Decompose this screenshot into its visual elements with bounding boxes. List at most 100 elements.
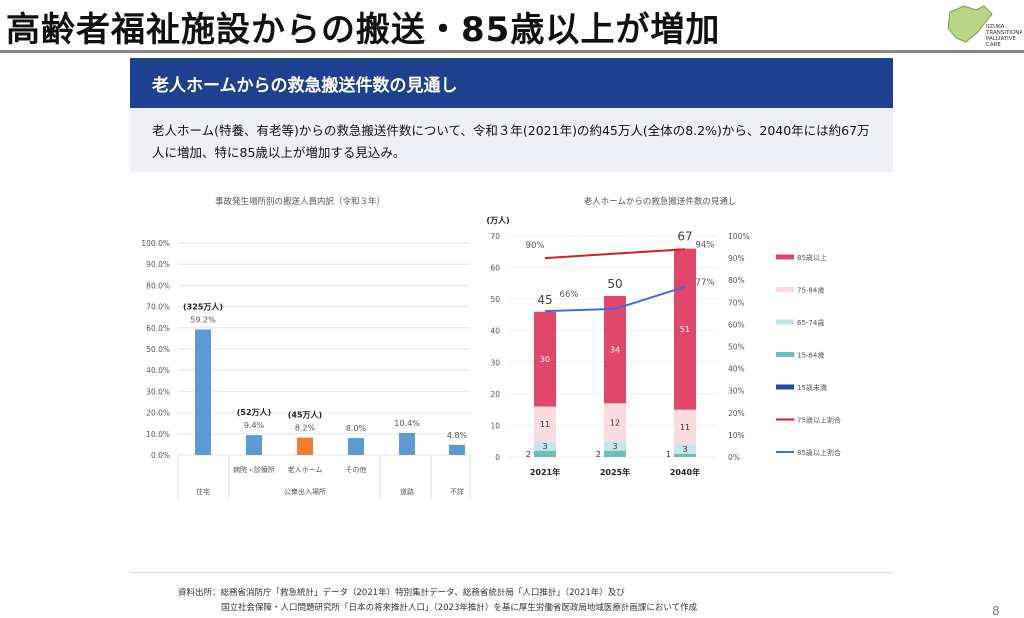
segment-label: 3 (542, 442, 547, 451)
line-value-label: 66% (560, 290, 579, 300)
line-75歳以上割合 (544, 248, 686, 260)
bar-segment-15-64歳 (674, 453, 696, 457)
y-tick-label: 50 (490, 295, 500, 304)
bar-道路 (399, 432, 415, 455)
y-tick-label: 20 (490, 390, 500, 399)
legend-swatch (776, 451, 794, 453)
segment-label: 12 (610, 418, 620, 427)
segment-label: 11 (680, 423, 690, 432)
bar-value-label: 59.2% (190, 315, 216, 324)
total-label: 45 (537, 293, 552, 307)
bar-value-label: 8.0% (346, 424, 367, 433)
bar-老人ホーム (297, 437, 313, 455)
y-tick-label: 40 (490, 327, 500, 336)
line-value-label: 77% (696, 278, 715, 288)
y-tick-label: 80.0% (146, 281, 170, 290)
x-category-label: 老人ホーム (288, 465, 323, 474)
bar-segment-85歳以上 (534, 311, 556, 407)
legend-label: 65-74歳 (797, 318, 824, 327)
x-category-label: 2040年 (670, 467, 700, 477)
segment-label: 3 (682, 445, 687, 454)
bar-segment-75-84歳 (604, 403, 626, 442)
y2-tick-label: 40% (728, 365, 745, 374)
y-tick-label: 20.0% (146, 409, 170, 418)
x-category-label: 2021年 (530, 467, 560, 477)
legend-label: 85歳以上 (797, 253, 827, 262)
charts: 事故発生場所別の搬送人員内訳（令和３年） 0.0% 10.0% 20.0% 30.0% 4… (141, 196, 841, 500)
bar-住宅 (195, 329, 211, 455)
legend-label: 85歳以上割合 (797, 448, 841, 457)
y2-tick-label: 80% (728, 276, 745, 285)
y-tick-label: 30.0% (146, 387, 170, 396)
legend-swatch (776, 287, 794, 292)
source-note: 資料出所：総務省消防庁「救急統計」データ（2021年）特別集計データ、総務省統計… (178, 586, 697, 616)
y2-tick-label: 10% (728, 431, 745, 440)
legend-swatch (776, 352, 794, 357)
line-85歳以上割合 (544, 285, 686, 313)
y-tick-label: 50.0% (146, 345, 170, 354)
bar-segment-15-64歳 (534, 450, 556, 457)
segment-label: 11 (540, 420, 550, 429)
line-value-label: 90% (526, 241, 545, 251)
x-group-label: 道路 (400, 487, 414, 496)
segment-label: 51 (680, 325, 690, 334)
y-tick-label: 30 (490, 358, 500, 367)
bar-segment-15-64歳 (604, 450, 626, 457)
bottom-divider (130, 572, 893, 573)
bar-value-label: 8.2% (295, 424, 316, 433)
x-group-label: 公衆出入場所 (284, 487, 326, 496)
x-category-label: その他 (346, 465, 367, 474)
y-tick-label: 60 (490, 264, 500, 273)
segment-label: 2 (526, 450, 531, 459)
bar-count-label: (52万人) (237, 407, 271, 417)
bar-不詳 (449, 444, 465, 455)
x-group-label: 住宅 (196, 487, 210, 496)
y2-tick-label: 0% (728, 453, 740, 462)
slide-banner: 老人ホームからの救急搬送件数の見通し (130, 58, 893, 108)
chart1-title: 事故発生場所別の搬送人員内訳（令和３年） (215, 196, 385, 207)
y-tick-label: 70 (490, 232, 500, 241)
slide-summary: 老人ホーム(特養、有老等)からの救急搬送件数について、令和３年(2021年)の約… (130, 108, 893, 172)
segment-label: 1 (666, 450, 671, 459)
bar-value-label: 4.8% (447, 431, 468, 440)
y-tick-label: 90.0% (146, 260, 170, 269)
slide: 老人ホームからの救急搬送件数の見通し 老人ホーム(特養、有老等)からの救急搬送件… (130, 58, 1000, 618)
y-axis-label: (万人) (486, 215, 509, 225)
bar-segment-65-74歳 (674, 444, 696, 454)
y-tick-label: 10.0% (146, 430, 170, 439)
bar-count-label: (325万人) (183, 301, 223, 311)
x-category-label: 病院・診療所 (233, 465, 275, 474)
y-tick-label: 0.0% (151, 451, 170, 460)
y2-tick-label: 60% (728, 320, 745, 329)
y-tick-label: 70.0% (146, 303, 170, 312)
bar-segment-65-74歳 (534, 441, 556, 451)
bar-その他 (348, 438, 364, 455)
bar-count-label: (45万人) (288, 410, 322, 420)
segment-label: 2 (596, 450, 601, 459)
y2-tick-label: 70% (728, 298, 745, 307)
source-line-2: 国立社会保障・人口問題研究所「日本の将来推計人口」（2023年推計）を基に厚生労… (221, 603, 698, 613)
segment-label: 34 (610, 346, 620, 355)
page-title: 高齢者福祉施設からの搬送・85歳以上が増加 (6, 10, 721, 50)
source-line-1: 資料出所：総務省消防庁「救急統計」データ（2021年）特別集計データ、総務省統計… (178, 588, 625, 598)
y2-tick-label: 100% (728, 232, 749, 241)
legend-swatch (776, 319, 794, 325)
y-tick-label: 0 (495, 453, 500, 462)
y2-tick-label: 50% (728, 343, 745, 352)
bar-segment-75-84歳 (674, 409, 696, 445)
bar-segment-65-74歳 (604, 441, 626, 451)
bar-value-label: 10.4% (394, 419, 420, 428)
y2-tick-label: 30% (728, 387, 745, 396)
title-divider (0, 50, 1024, 53)
segment-label: 30 (540, 355, 550, 364)
legend-label: 75-84歳 (797, 286, 824, 295)
chart2-title: 老人ホームからの救急搬送件数の見通し (584, 196, 737, 207)
x-group-label: 不詳 (450, 487, 464, 496)
legend-label: 75歳以上割合 (797, 416, 841, 425)
y2-tick-label: 90% (728, 254, 745, 263)
total-label: 50 (607, 277, 622, 291)
logo: IIZUKA TRANSITIONAL& PALLIATIVE CARE (947, 5, 1022, 48)
y-tick-label: 10 (490, 421, 500, 430)
y-tick-label: 40.0% (146, 366, 170, 375)
legend-swatch (776, 254, 794, 260)
